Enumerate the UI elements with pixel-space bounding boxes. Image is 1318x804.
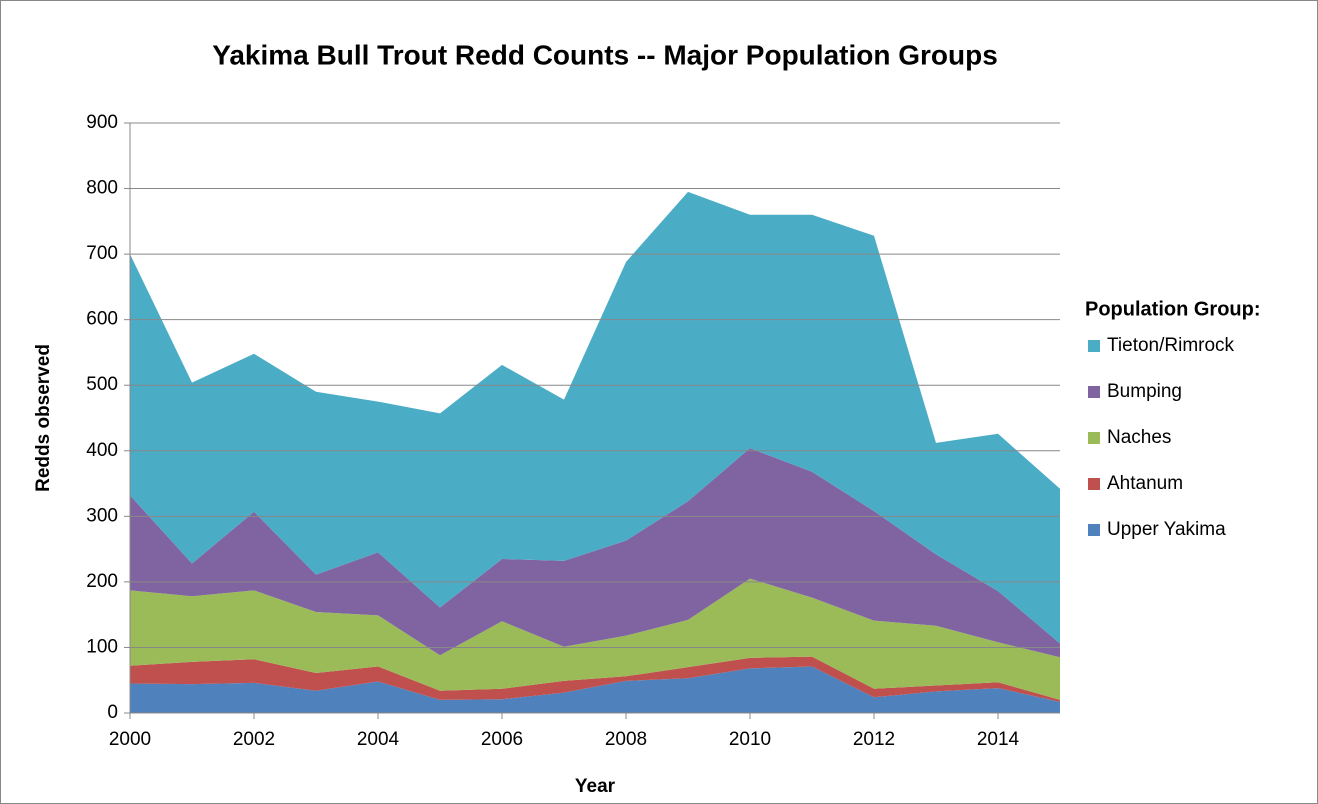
x-tick-label: 2012 [853,729,895,750]
legend-swatch [1088,478,1100,490]
y-tick-label: 300 [86,505,118,526]
legend-label: Bumping [1107,381,1182,402]
chart-title: Yakima Bull Trout Redd Counts -- Major P… [212,39,998,70]
area [130,666,1060,713]
legend-swatch [1088,340,1100,352]
legend-label: Upper Yakima [1107,519,1226,540]
area [130,656,1060,702]
legend-title: Population Group: [1085,298,1261,320]
x-tick-label: 2006 [481,729,523,750]
x-tick-label: 2000 [109,729,151,750]
y-tick-label: 200 [86,571,118,592]
area [130,191,1060,644]
legend-label: Tieton/Rimrock [1107,335,1235,356]
legend-label: Naches [1107,427,1171,448]
y-tick-label: 900 [86,112,118,133]
x-axis-label: Year [575,776,616,797]
y-tick-label: 600 [86,309,118,330]
area [130,578,1060,700]
y-tick-label: 400 [86,440,118,461]
y-tick-label: 500 [86,374,118,395]
x-tick-label: 2004 [357,729,400,750]
legend-swatch [1088,432,1100,444]
y-tick-label: 0 [107,702,118,723]
legend-swatch [1088,524,1100,536]
y-axis-label: Redds observed [33,344,54,492]
legend-swatch [1088,386,1100,398]
x-tick-label: 2002 [233,729,275,750]
x-tick-label: 2008 [605,729,647,750]
x-tick-label: 2014 [977,729,1020,750]
y-tick-label: 100 [86,636,118,657]
y-tick-label: 700 [86,243,118,264]
area [130,448,1060,658]
legend-label: Ahtanum [1107,473,1183,494]
y-tick-label: 800 [86,178,118,199]
x-tick-label: 2010 [729,729,771,750]
